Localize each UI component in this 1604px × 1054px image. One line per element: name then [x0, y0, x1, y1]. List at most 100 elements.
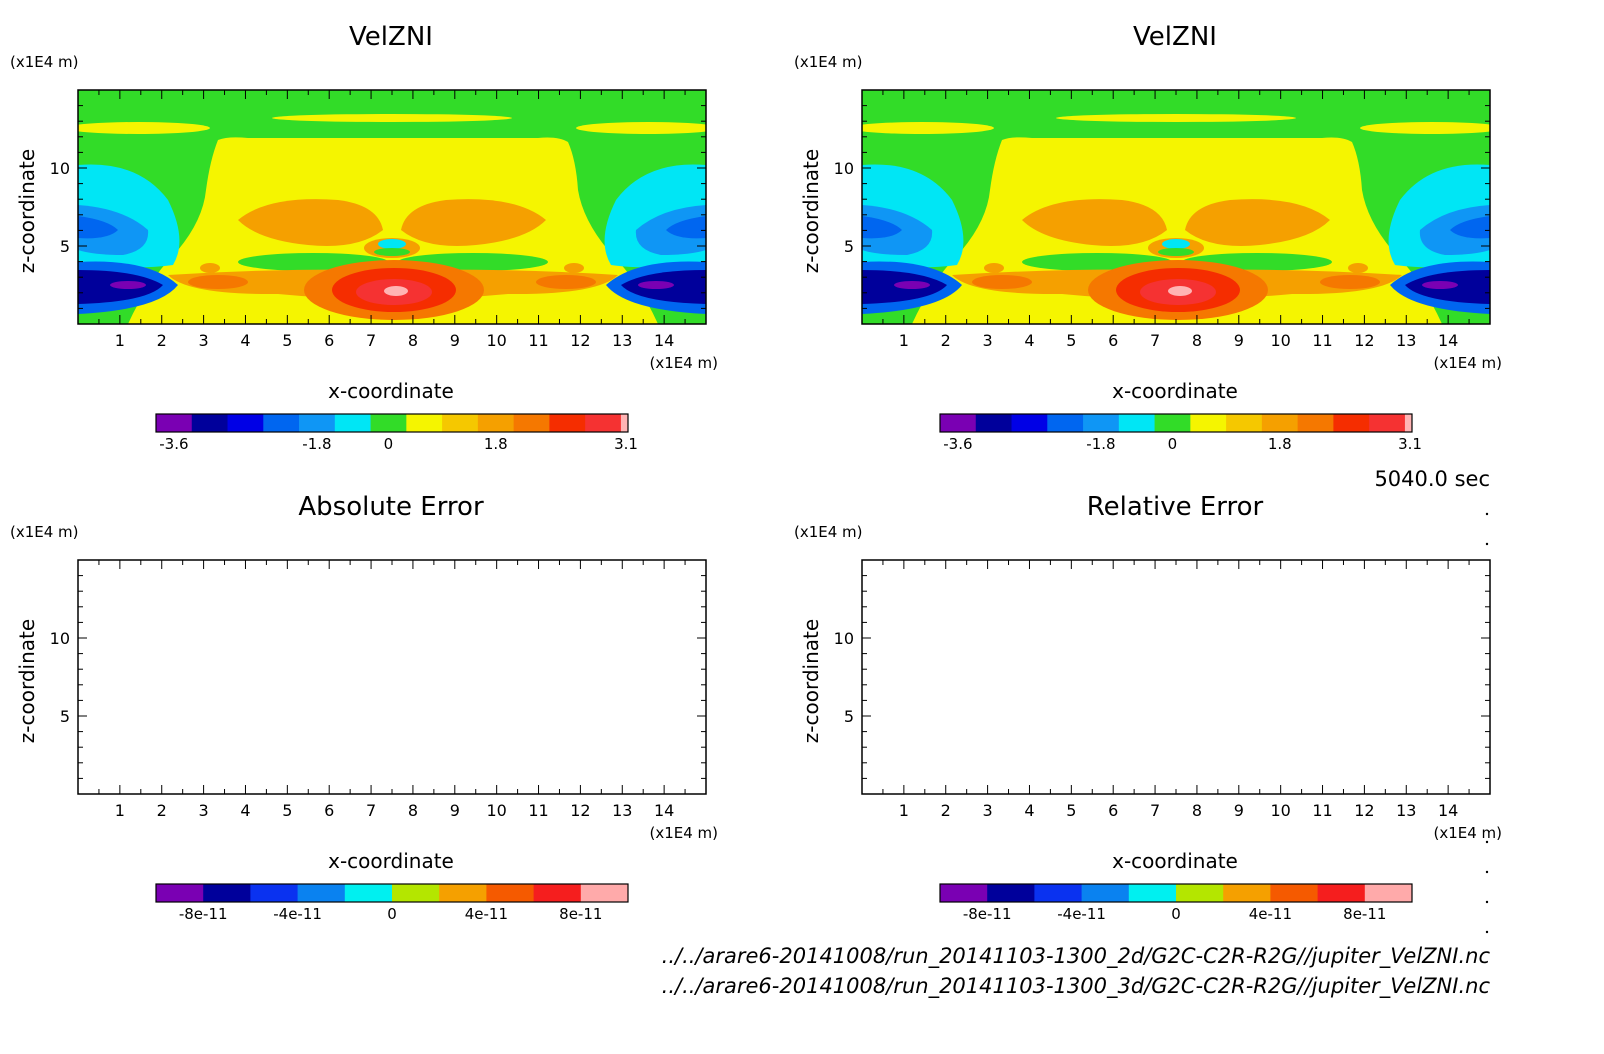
panel-relative-error: Relative Error(x1E4 m)1 2 3 4 5 6 7 8 9 10 11 12 13 1…	[794, 492, 1502, 923]
colorbar-swatch	[191, 414, 229, 432]
y-tick-label: 10	[50, 159, 70, 178]
colorbar-swatch	[1270, 884, 1319, 902]
x-tick-label: 3	[199, 331, 209, 350]
time-label: 5040.0 sec	[1374, 467, 1490, 491]
x-tick-label: 10	[486, 801, 506, 820]
colorbar-swatch	[1317, 884, 1366, 902]
colorbar-swatch	[1223, 884, 1271, 902]
y-axis-label: z-coordinate	[15, 619, 39, 743]
colorbar-swatch	[513, 414, 550, 432]
x-tick-label: 13	[612, 801, 632, 820]
colorbar-swatch	[1011, 414, 1048, 432]
colorbar-swatch	[344, 884, 393, 902]
x-tick-label: 2	[157, 801, 167, 820]
x-tick-label: 6	[324, 331, 334, 350]
x-tick-label: 8	[1192, 801, 1202, 820]
x-tick-label: 8	[1192, 331, 1202, 350]
colorbar-swatch	[406, 414, 443, 432]
colorbar-tick-label: 1.8	[484, 435, 508, 453]
panel-absolute-error: Absolute Error(x1E4 m)1 2 3 4 5 6 7 8 9 10 11 12 13 1…	[10, 492, 718, 923]
x-tick-label: 14	[654, 331, 674, 350]
colorbar-swatch	[1226, 414, 1263, 432]
colorbar-swatch	[1404, 414, 1413, 432]
colorbar-frame	[155, 413, 629, 433]
x-tick-label: 9	[1234, 331, 1244, 350]
x-tick-label: 14	[654, 801, 674, 820]
colorbar-tick-label: 3.1	[1398, 435, 1422, 453]
colorbar-frame	[939, 413, 1413, 433]
colorbar-tick-label: 8e-11	[559, 905, 602, 923]
colorbar-swatch	[580, 884, 629, 902]
x-axis-label: x-coordinate	[1112, 849, 1238, 873]
x-tick-label: 9	[450, 331, 460, 350]
colorbar-swatch	[299, 414, 336, 432]
empty-field	[78, 560, 706, 794]
colorbar-tick-label: 0	[384, 435, 394, 453]
y-tick-label: 10	[834, 159, 854, 178]
x-tick-label: 14	[1438, 801, 1458, 820]
velocity-contour-field	[862, 90, 1490, 324]
x-tick-label: 10	[1270, 331, 1290, 350]
colorbar-swatch	[1364, 884, 1413, 902]
colorbar-swatch	[1176, 884, 1224, 902]
colorbar-swatch	[987, 884, 1035, 902]
x-tick-label: 12	[570, 331, 590, 350]
colorbar-swatch	[439, 884, 487, 902]
colorbar-swatch	[263, 414, 300, 432]
colorbar-tick-label: -3.6	[159, 435, 188, 453]
colorbar-tick-label: -8e-11	[963, 905, 1012, 923]
x-unit-label: (x1E4 m)	[1433, 354, 1502, 372]
x-unit-label: (x1E4 m)	[649, 354, 718, 372]
x-tick-label: 2	[941, 801, 951, 820]
x-tick-label: 1	[899, 331, 909, 350]
x-tick-label: 10	[1270, 801, 1290, 820]
x-tick-label: 11	[1312, 331, 1332, 350]
x-tick-label: 6	[324, 801, 334, 820]
x-tick-label: 11	[1312, 801, 1332, 820]
colorbar-tick-label: 1.8	[1268, 435, 1292, 453]
colorbar-swatch	[1083, 414, 1120, 432]
y-tick-label: 5	[844, 707, 854, 726]
empty-field	[862, 560, 1490, 794]
x-tick-label: 12	[1354, 801, 1374, 820]
colorbar-swatch	[1118, 414, 1156, 432]
x-tick-label: 1	[899, 801, 909, 820]
colorbar-swatch	[1154, 414, 1191, 432]
colorbar-swatch	[620, 414, 629, 432]
colorbar-swatch	[1369, 414, 1406, 432]
colorbar-swatch	[585, 414, 622, 432]
colorbar-swatch	[1297, 414, 1334, 432]
x-tick-label: 3	[983, 331, 993, 350]
colorbar-swatch	[1128, 884, 1177, 902]
colorbar-tick-label: -4e-11	[1057, 905, 1106, 923]
colorbar-swatch	[477, 414, 515, 432]
colorbar-swatch	[1261, 414, 1299, 432]
x-tick-label: 13	[1396, 331, 1416, 350]
y-tick-label: 5	[844, 237, 854, 256]
colorbar-swatch	[370, 414, 407, 432]
panel-title: VelZNI	[1133, 22, 1217, 52]
x-tick-label: 9	[450, 801, 460, 820]
colorbar-tick-label: 8e-11	[1343, 905, 1386, 923]
panel-title: VelZNI	[349, 22, 433, 52]
colorbar-swatch	[297, 884, 346, 902]
y-axis-label: z-coordinate	[799, 149, 823, 273]
colorbar-swatch	[250, 884, 299, 902]
colorbar-swatch	[486, 884, 535, 902]
colorbar-swatch	[203, 884, 251, 902]
edge-dots	[1485, 512, 1489, 934]
x-tick-label: 14	[1438, 331, 1458, 350]
x-tick-label: 1	[115, 801, 125, 820]
colorbar-tick-label: -4e-11	[273, 905, 322, 923]
colorbar-swatch	[533, 884, 582, 902]
contour-field	[862, 90, 1490, 324]
x-axis-label: x-coordinate	[328, 379, 454, 403]
panel-velzni-2d: VelZNI (x1E4 m)	[10, 22, 718, 453]
x-tick-label: 11	[528, 801, 548, 820]
y-unit-label: (x1E4 m)	[10, 523, 79, 541]
y-axis-label: z-coordinate	[15, 149, 39, 273]
x-tick-label: 4	[240, 331, 250, 350]
colorbar-tick-label: 4e-11	[1249, 905, 1292, 923]
x-tick-label: 4	[240, 801, 250, 820]
